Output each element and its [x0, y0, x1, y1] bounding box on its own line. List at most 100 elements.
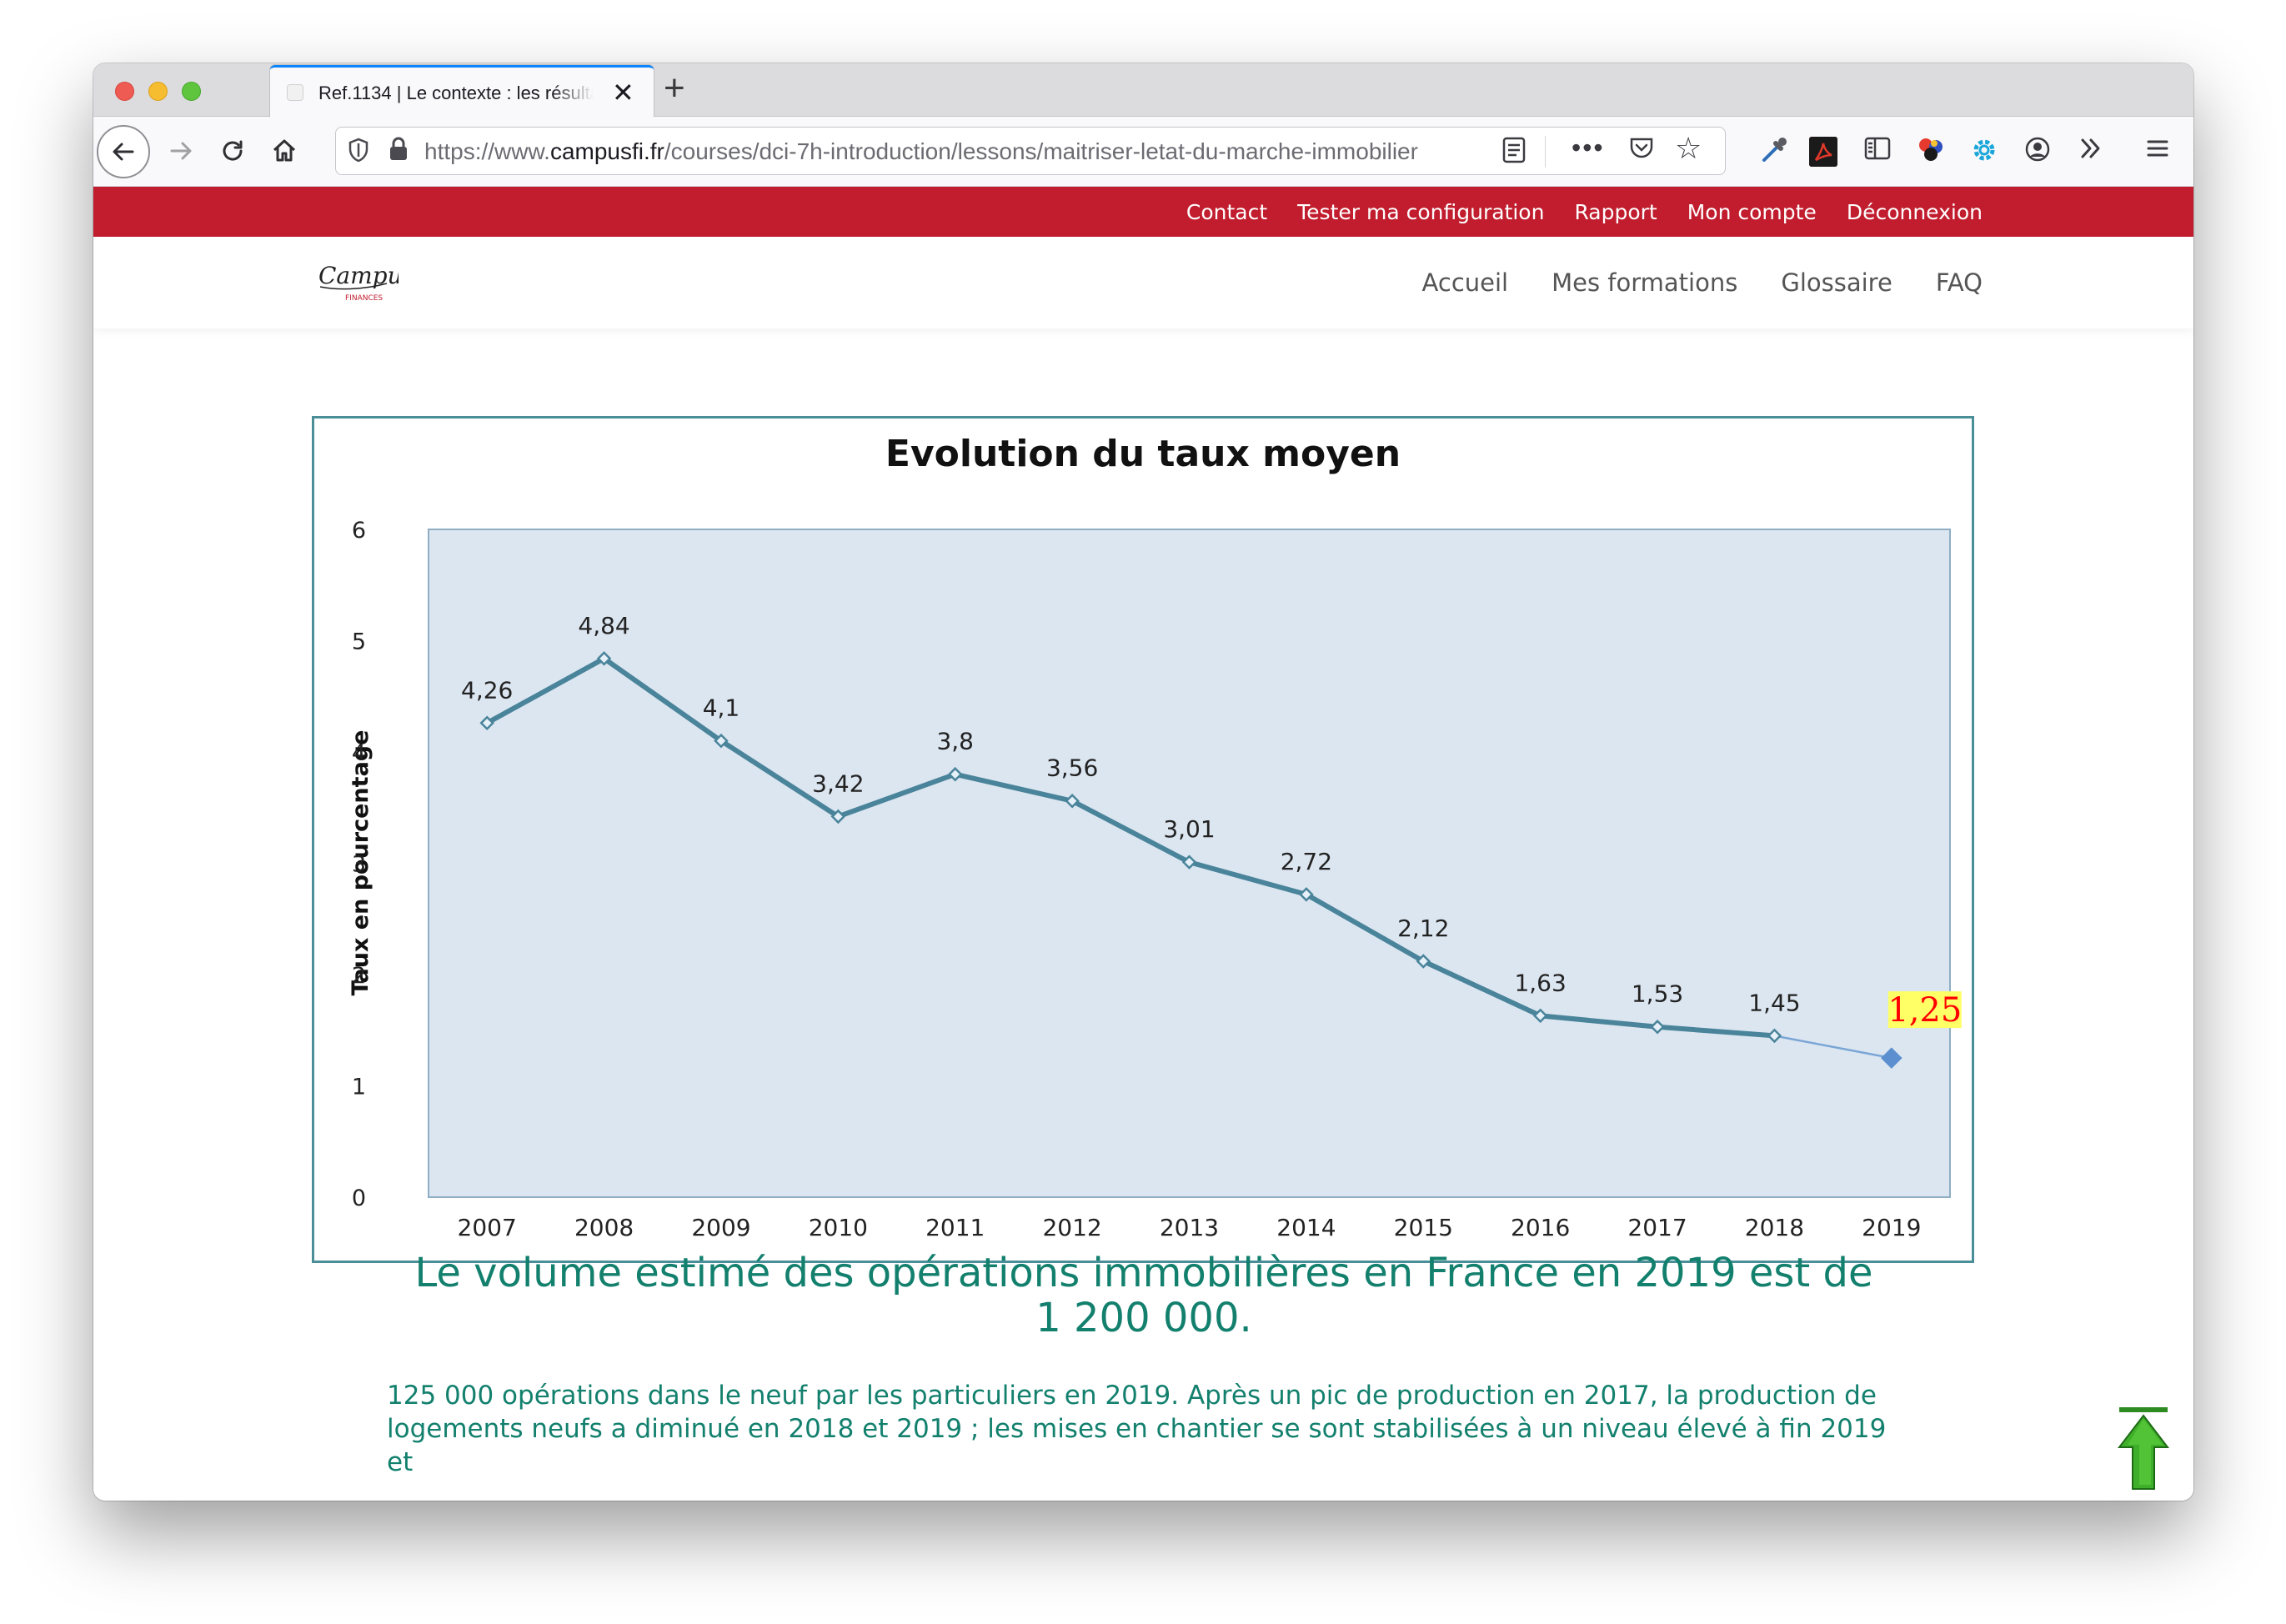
volume-headline: Le volume estimé des opérations immobili… — [343, 1251, 1944, 1341]
svg-text:FINANCES: FINANCES — [345, 294, 383, 303]
reload-icon[interactable] — [208, 127, 257, 175]
lock-icon[interactable] — [388, 136, 409, 168]
top-utility-bar: Contact Tester ma configuration Rapport … — [93, 187, 2193, 237]
x-tick-label: 2009 — [691, 1214, 750, 1241]
rate-series: 4,26 4,84 4,1 3,42 3,8 3,56 3,01 2,72 2,12 1,63 1,… — [461, 612, 1962, 1069]
gear-icon[interactable] — [1966, 135, 2003, 173]
data-point-marker — [479, 715, 494, 731]
y-tick-label: 0 — [352, 1185, 366, 1211]
site-header: Campus FINANCES Accueil Mes formations G… — [93, 237, 2193, 328]
pocket-icon[interactable] — [1628, 134, 1655, 168]
site-logo[interactable]: Campus FINANCES — [315, 258, 414, 307]
x-tick-label: 2007 — [458, 1214, 517, 1241]
nav-glossary-link[interactable]: Glossaire — [1781, 268, 1892, 297]
data-label: 4,84 — [578, 612, 629, 639]
utility-links: Contact Tester ma configuration Rapport … — [1186, 187, 1983, 237]
y-tick-label: 3 — [352, 852, 366, 878]
report-link[interactable]: Rapport — [1574, 199, 1657, 224]
x-tick-label: 2010 — [809, 1214, 868, 1241]
nav-faq-link[interactable]: FAQ — [1935, 268, 1983, 297]
close-window-button[interactable] — [115, 82, 134, 101]
sidebar-icon[interactable] — [1859, 135, 1896, 169]
contact-link[interactable]: Contact — [1186, 199, 1268, 224]
data-label: 4,1 — [703, 694, 740, 722]
data-label: 1,63 — [1514, 969, 1566, 996]
data-point-marker — [596, 651, 612, 666]
forward-icon[interactable] — [157, 127, 205, 175]
projection-line — [1774, 1035, 1892, 1060]
reader-view-icon[interactable] — [1501, 136, 1527, 171]
headline-line-2: 1 200 000. — [1035, 1295, 1252, 1341]
url-text[interactable]: https://www.campusfi.fr/courses/dci-7h-i… — [424, 138, 1418, 164]
data-label: 3,8 — [936, 728, 974, 755]
data-point-marker — [714, 733, 729, 749]
tab-active[interactable]: Ref.1134 | Le contexte : les résultats ✕ — [270, 65, 654, 118]
eyedropper-icon[interactable] — [1756, 135, 1792, 173]
headline-line-1: Le volume estimé des opérations immobili… — [414, 1250, 1873, 1296]
close-tab-icon[interactable]: ✕ — [612, 78, 634, 108]
toolbar-separator — [1545, 136, 1546, 168]
y-tick-label: 2 — [352, 963, 366, 989]
nav-home-link[interactable]: Accueil — [1421, 268, 1509, 297]
nav-my-courses-link[interactable]: Mes formations — [1552, 268, 1738, 297]
data-point-marker — [1416, 954, 1431, 969]
menu-icon[interactable] — [2139, 135, 2176, 168]
data-label-highlight: 1,25 — [1887, 991, 1962, 1030]
tab-bar: Ref.1134 | Le contexte : les résultats ✕… — [93, 63, 2193, 118]
data-label: 1,53 — [1632, 980, 1683, 1008]
account-icon[interactable] — [2019, 135, 2056, 171]
data-label: 4,26 — [461, 676, 513, 704]
pdf-icon[interactable] — [1809, 137, 1837, 167]
data-label: 2,72 — [1281, 848, 1332, 875]
x-tick-label: 2019 — [1862, 1214, 1921, 1241]
home-icon[interactable] — [260, 127, 308, 175]
rate-evolution-chart: Evolution du taux moyen Taux en pourcent… — [312, 416, 1974, 1263]
svg-text:Campus: Campus — [318, 262, 399, 289]
shield-icon[interactable] — [348, 138, 369, 168]
data-label: 3,01 — [1163, 815, 1215, 843]
y-axis-ticks: 0 1 2 3 4 5 6 — [352, 518, 366, 1211]
data-label: 1,45 — [1748, 989, 1800, 1016]
x-axis-ticks: 2007 2008 2009 2010 2011 2012 2013 2014 2015 2016… — [458, 1214, 1922, 1241]
x-tick-label: 2018 — [1745, 1214, 1804, 1241]
x-tick-label: 2012 — [1042, 1214, 1101, 1241]
logout-link[interactable]: Déconnexion — [1846, 199, 1983, 224]
y-tick-label: 1 — [352, 1075, 366, 1100]
url-bar[interactable]: https://www.campusfi.fr/courses/dci-7h-i… — [335, 127, 1726, 175]
zoom-window-button[interactable] — [182, 82, 201, 101]
data-label: 3,42 — [812, 769, 864, 797]
highlight-label-background — [1887, 991, 1962, 1029]
my-account-link[interactable]: Mon compte — [1687, 199, 1817, 224]
y-tick-label: 4 — [352, 740, 366, 766]
data-point-marker — [1650, 1019, 1665, 1035]
data-point-marker — [1299, 887, 1314, 902]
tab-title: Ref.1134 | Le contexte : les résultats — [318, 83, 594, 103]
navigation-toolbar: https://www.campusfi.fr/courses/dci-7h-i… — [93, 117, 2193, 187]
data-label: 3,56 — [1046, 754, 1098, 782]
more-icon[interactable]: ••• — [1572, 133, 1605, 163]
x-tick-label: 2013 — [1160, 1214, 1219, 1241]
x-tick-label: 2017 — [1627, 1214, 1687, 1241]
scroll-to-top-icon[interactable] — [2114, 1404, 2173, 1496]
back-icon[interactable] — [97, 125, 150, 178]
data-point-marker — [1532, 1008, 1548, 1024]
data-label: 2,12 — [1397, 915, 1449, 942]
chart-title: Evolution du taux moyen — [885, 433, 1401, 475]
series-line — [485, 655, 1775, 1039]
x-tick-label: 2015 — [1394, 1214, 1453, 1241]
line-chart-svg: Evolution du taux moyen Taux en pourcent… — [348, 433, 1962, 1241]
x-tick-label: 2014 — [1276, 1214, 1336, 1241]
page-viewport: Contact Tester ma configuration Rapport … — [93, 187, 2193, 1501]
data-point-marker — [1767, 1028, 1782, 1044]
overflow-icon[interactable] — [2073, 135, 2109, 169]
new-tab-icon[interactable]: + — [664, 68, 685, 108]
color-balls-icon[interactable] — [1913, 135, 1949, 171]
test-configuration-link[interactable]: Tester ma configuration — [1297, 199, 1545, 224]
paragraph-line-1: 125 000 opérations dans le neuf par les … — [387, 1381, 1877, 1411]
x-tick-label: 2016 — [1511, 1214, 1570, 1241]
minimize-window-button[interactable] — [148, 82, 168, 101]
browser-window: Ref.1134 | Le contexte : les résultats ✕… — [93, 63, 2193, 1501]
star-icon[interactable]: ☆ — [1675, 131, 1702, 165]
paragraph-line-2: logements neufs a diminué en 2018 et 201… — [387, 1414, 1887, 1477]
body-paragraph: 125 000 opérations dans le neuf par les … — [387, 1379, 1904, 1479]
